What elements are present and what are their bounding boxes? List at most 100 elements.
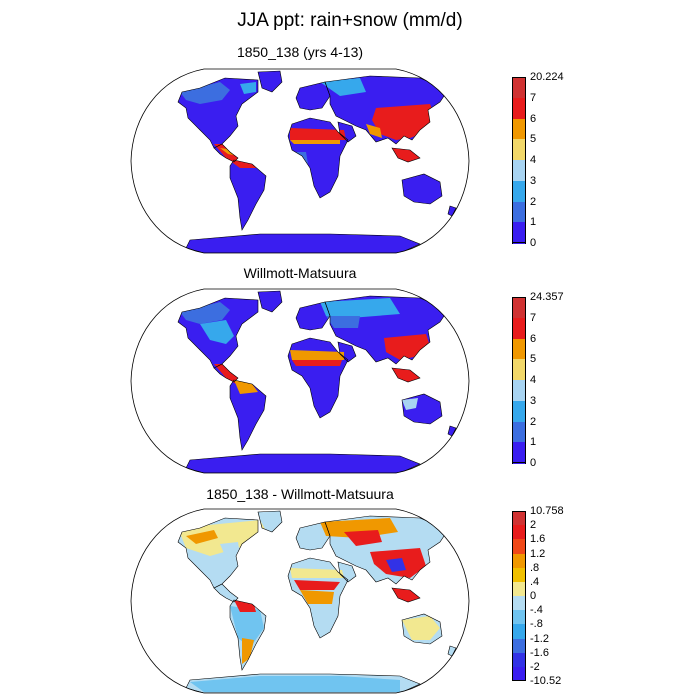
precip-region (230, 606, 264, 648)
coastline (337, 341, 357, 363)
map-model (130, 68, 470, 254)
colorbar-tick-label: -10.52 (530, 675, 562, 687)
coastline (257, 510, 283, 533)
colorbar-tick-label: .8 (530, 561, 540, 574)
colorbar-tick-label: 2 (530, 415, 537, 428)
continent-nz (448, 206, 456, 216)
precip-region (402, 616, 440, 640)
coastline (257, 70, 283, 93)
coastline (213, 363, 239, 383)
continent-arabia (338, 122, 356, 142)
map-observations (130, 288, 470, 474)
coastline (229, 599, 267, 671)
precip-region (290, 140, 340, 144)
colorbar-frame (512, 511, 526, 681)
coastline (391, 147, 421, 163)
coastline (337, 121, 357, 143)
colorbar-tick-label: 7 (530, 91, 537, 104)
precip-region (186, 530, 218, 544)
panel-title-difference: 1850_138 - Willmott-Matsuura (206, 486, 394, 502)
precip-region (240, 82, 256, 94)
panel-title-obs: Willmott-Matsuura (243, 265, 357, 281)
coastline (213, 143, 239, 163)
precip-region (290, 350, 344, 360)
colorbar-observations: 24.357 7 6 5 4 3 2 1 0 (512, 292, 602, 469)
colorbar-tick-label: -.4 (530, 604, 543, 617)
continent-antarctica (186, 454, 420, 473)
colorbar-tick-label: 10.758 (530, 505, 564, 517)
colorbar-tick-label: 1.2 (530, 547, 546, 560)
colorbar-tick-label: 4 (530, 374, 537, 386)
colorbar-tick-label: 5 (530, 133, 537, 146)
continent-southAmerica (230, 160, 266, 230)
continent-greenland (258, 291, 282, 312)
precip-region (180, 302, 230, 324)
coastline (229, 379, 267, 451)
map-frame (130, 68, 470, 254)
continent-southAmerica (230, 380, 266, 450)
colorbar-tick-label: -1.2 (530, 632, 549, 645)
coastline (287, 557, 349, 639)
precip-region (386, 558, 406, 572)
colorbar-tick-label: 1.6 (530, 533, 546, 546)
precip-region (180, 82, 230, 104)
continent-europe (296, 302, 330, 330)
continent-nz (448, 646, 456, 656)
precip-region (200, 320, 234, 344)
coastline (337, 561, 357, 583)
colorbar-tick-label: 1 (530, 436, 537, 449)
precip-region (178, 520, 270, 556)
colorbar-tick-label: 2 (530, 519, 537, 532)
figure-title: JJA ppt: rain+snow (mm/d) (237, 10, 463, 31)
precip-region (402, 398, 418, 410)
colorbar-tick-label: -.8 (530, 618, 543, 631)
coastline (401, 393, 443, 425)
precip-region (294, 580, 340, 590)
precip-region (320, 298, 400, 318)
colorbar-tick-label: 6 (530, 112, 537, 125)
continent-greenland (258, 511, 282, 532)
precip-region (220, 542, 240, 558)
colorbar-tick-label: 1 (530, 216, 537, 229)
coastline (229, 159, 267, 231)
colorbar-frame (512, 77, 526, 243)
coastline (391, 587, 421, 603)
map-frame (130, 288, 470, 474)
panel-title-model: 1850_138 (yrs 4-13) (236, 44, 364, 60)
precip-region (320, 78, 366, 96)
coastline (391, 367, 421, 383)
colorbar-tick-label: 5 (530, 353, 537, 366)
colorbar-tick-label: 7 (530, 311, 537, 324)
colorbar-tick-label: 24.357 (530, 291, 564, 303)
colorbar-tick-label: 0 (530, 457, 537, 469)
precip-region (290, 128, 346, 140)
colorbar-tick-label: 0 (530, 590, 537, 602)
precip-region (344, 530, 382, 546)
continent-nz (448, 426, 456, 436)
continent-greenland (258, 71, 282, 92)
continent-arabia (338, 562, 356, 582)
coastline (401, 173, 443, 205)
colorbar-tick-label: 4 (530, 154, 537, 166)
continent-australia (402, 174, 442, 204)
colorbar-frame (512, 297, 526, 463)
precip-region (326, 316, 360, 328)
precip-region (290, 568, 344, 578)
precip-region (300, 590, 334, 604)
coastline (287, 117, 349, 199)
continent-europe (296, 82, 330, 110)
colorbar-tick-label: 0 (530, 237, 537, 249)
precip-region (234, 380, 258, 394)
continent-antarctica (186, 234, 420, 253)
colorbar-tick-label: 6 (530, 332, 537, 345)
colorbar-tick-label: -2 (530, 660, 540, 673)
coastline (401, 613, 443, 645)
colorbar-tick-label: -1.6 (530, 646, 549, 659)
precip-region (320, 606, 336, 626)
colorbar-difference: 10.758 2 1.6 1.2.8.4 0 -.4 -.8 -1.2 -1.6 -2 -10.52 (512, 506, 602, 687)
precip-region (234, 600, 256, 612)
precip-region (292, 360, 342, 366)
colorbar-tick-label: 20.224 (530, 71, 564, 83)
precip-region (366, 124, 382, 138)
